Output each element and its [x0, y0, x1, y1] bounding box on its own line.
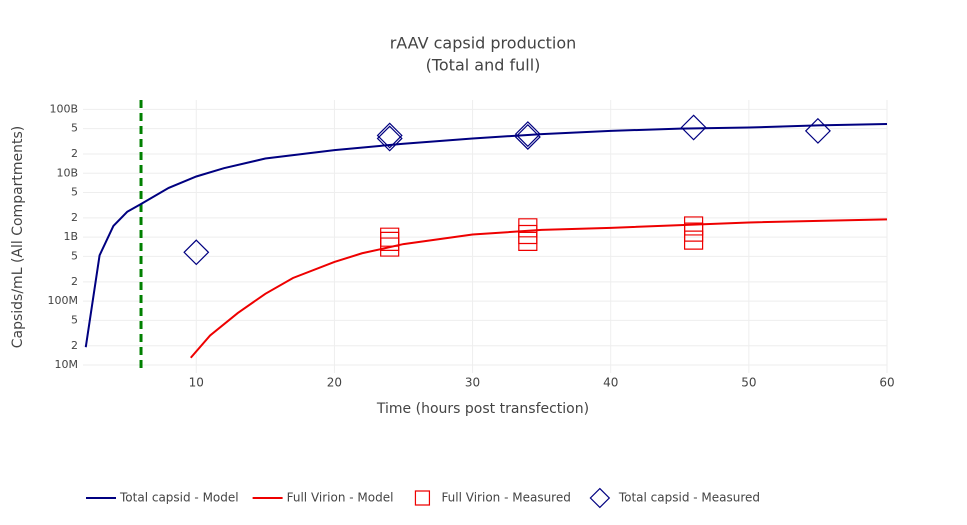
square-marker: [683, 216, 704, 236]
diamond-marker: [514, 123, 541, 150]
y-tick-label: 2: [71, 147, 78, 160]
x-tick-label: 30: [465, 376, 480, 390]
diamond-marker: [376, 122, 403, 149]
x-axis-title: Time (hours post transfection): [376, 401, 589, 417]
diamond-marker: [514, 121, 541, 148]
diamond-marker: [376, 125, 403, 152]
y-tick-label: 5: [71, 313, 78, 326]
square-marker: [380, 237, 400, 257]
x-tick-label: 20: [327, 376, 342, 390]
square-marker: [518, 224, 538, 245]
x-tick-label: 50: [741, 376, 756, 390]
y-tick-label: 10B: [56, 166, 78, 179]
diamond-marker: [183, 239, 210, 266]
y-tick-label: 1B: [63, 230, 78, 243]
x-tick-label: 60: [879, 376, 894, 390]
series-line: [84, 122, 888, 348]
diamond-marker: [589, 487, 611, 509]
y-tick-label: 2: [71, 339, 78, 352]
y-tick-label: 5: [71, 122, 78, 135]
legend-label: Full Virion - Model: [287, 491, 394, 505]
square-marker: [683, 230, 704, 250]
x-tick-label: 40: [603, 376, 618, 390]
square-marker: [518, 218, 538, 238]
y-tick-label: 5: [71, 249, 78, 262]
legend-label: Total capsid - Model: [119, 491, 239, 505]
diamond-marker: [680, 114, 707, 141]
square-marker: [414, 490, 431, 506]
y-tick-label: 100B: [49, 102, 78, 115]
y-axis-title: Capsids/mL (All Compartments): [10, 126, 26, 349]
y-tick-label: 2: [71, 275, 78, 288]
y-tick-label: 5: [71, 186, 78, 199]
square-marker: [518, 231, 538, 251]
y-tick-label: 2: [71, 211, 78, 224]
series-line: [189, 218, 888, 359]
chart-subtitle: (Total and full): [426, 56, 541, 75]
chart-title: rAAV capsid production: [390, 34, 577, 53]
y-tick-label: 100M: [48, 294, 79, 307]
diamond-marker: [804, 117, 831, 144]
legend-label: Total capsid - Measured: [618, 491, 760, 505]
x-tick-label: 10: [189, 376, 204, 390]
y-tick-label: 10M: [55, 358, 79, 371]
legend-label: Full Virion - Measured: [441, 491, 570, 505]
